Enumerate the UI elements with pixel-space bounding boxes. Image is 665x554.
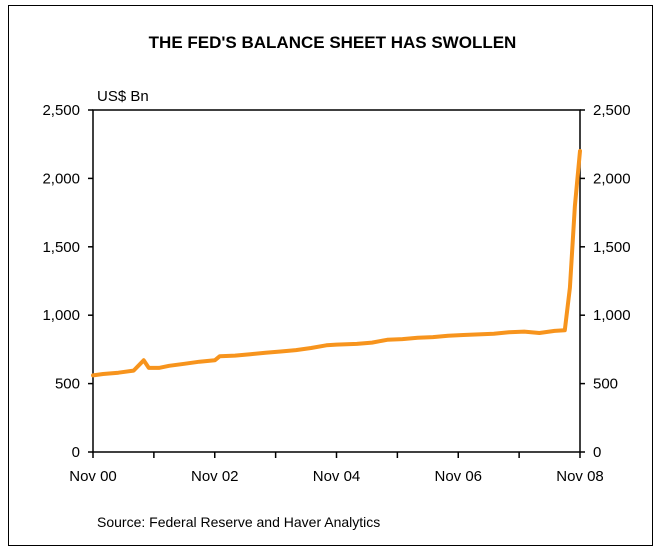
x-tick-label: Nov 04 [313,468,361,485]
y-tick-label-left: 1,500 [42,239,80,256]
y-tick-label-left: 2,500 [42,102,80,119]
y-tick-label-left: 2,000 [42,170,80,187]
chart-title: THE FED'S BALANCE SHEET HAS SWOLLEN [148,33,517,52]
y-tick-label-right: 1,000 [593,307,631,324]
y-tick-label-left: 0 [72,444,80,461]
y-axis-unit-label: US$ Bn [97,88,149,105]
y-tick-label-right: 500 [593,376,618,393]
x-tick-label: Nov 02 [191,468,239,485]
y-tick-label-left: 1,000 [42,307,80,324]
plot-area [92,109,581,453]
series-line [91,149,582,378]
x-tick-label: Nov 00 [69,468,117,485]
x-tick-label: Nov 08 [556,468,604,485]
y-tick-label-right: 1,500 [593,239,631,256]
y-tick-label-right: 0 [593,444,601,461]
y-tick-label-right: 2,000 [593,170,631,187]
y-tick-label-right: 2,500 [593,102,631,119]
x-tick-label: Nov 06 [434,468,482,485]
y-tick-label-left: 500 [55,376,80,393]
chart-frame [8,5,653,546]
source-note: Source: Federal Reserve and Haver Analyt… [97,514,381,530]
